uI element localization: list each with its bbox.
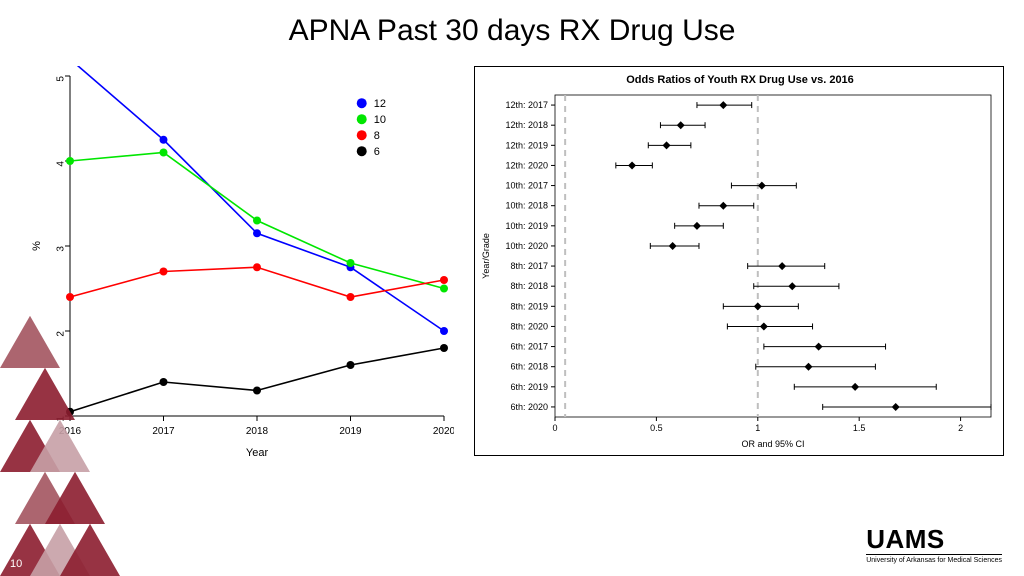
page-number: 10 bbox=[10, 558, 22, 570]
svg-text:Odds Ratios of Youth RX Drug U: Odds Ratios of Youth RX Drug Use vs. 201… bbox=[626, 74, 854, 86]
svg-text:12th: 2017: 12th: 2017 bbox=[505, 100, 548, 110]
svg-text:12: 12 bbox=[374, 98, 386, 110]
svg-text:OR and 95% CI: OR and 95% CI bbox=[741, 439, 804, 449]
svg-text:10th: 2019: 10th: 2019 bbox=[505, 221, 548, 231]
svg-text:8th: 2020: 8th: 2020 bbox=[510, 321, 548, 331]
svg-text:2018: 2018 bbox=[246, 426, 269, 437]
svg-text:0.5: 0.5 bbox=[650, 423, 663, 433]
svg-text:2019: 2019 bbox=[339, 426, 362, 437]
svg-text:Year/Grade: Year/Grade bbox=[481, 233, 491, 279]
svg-text:4: 4 bbox=[56, 161, 67, 167]
corner-decoration bbox=[0, 316, 180, 576]
svg-text:1.5: 1.5 bbox=[853, 423, 866, 433]
svg-text:6: 6 bbox=[374, 146, 380, 158]
svg-text:10th: 2017: 10th: 2017 bbox=[505, 181, 548, 191]
logo-sub: University of Arkansas for Medical Scien… bbox=[866, 554, 1002, 564]
svg-text:6th: 2020: 6th: 2020 bbox=[510, 402, 548, 412]
svg-text:6th: 2018: 6th: 2018 bbox=[510, 362, 548, 372]
svg-text:2020: 2020 bbox=[433, 426, 454, 437]
page-title: APNA Past 30 days RX Drug Use bbox=[0, 0, 1024, 48]
logo: UAMS University of Arkansas for Medical … bbox=[866, 526, 1002, 564]
svg-text:%: % bbox=[31, 241, 43, 251]
svg-text:2: 2 bbox=[958, 423, 963, 433]
svg-text:6th: 2017: 6th: 2017 bbox=[510, 342, 548, 352]
svg-text:3: 3 bbox=[56, 246, 67, 252]
svg-text:10th: 2018: 10th: 2018 bbox=[505, 201, 548, 211]
svg-text:8th: 2018: 8th: 2018 bbox=[510, 281, 548, 291]
svg-text:Year: Year bbox=[246, 447, 269, 459]
svg-text:1: 1 bbox=[755, 423, 760, 433]
svg-text:12th: 2018: 12th: 2018 bbox=[505, 120, 548, 130]
svg-text:10th: 2020: 10th: 2020 bbox=[505, 241, 548, 251]
svg-text:0: 0 bbox=[552, 423, 557, 433]
svg-text:8th: 2017: 8th: 2017 bbox=[510, 261, 548, 271]
svg-text:6th: 2019: 6th: 2019 bbox=[510, 382, 548, 392]
svg-text:8th: 2019: 8th: 2019 bbox=[510, 301, 548, 311]
svg-text:12th: 2019: 12th: 2019 bbox=[505, 140, 548, 150]
svg-text:12th: 2020: 12th: 2020 bbox=[505, 160, 548, 170]
svg-text:8: 8 bbox=[374, 130, 380, 142]
svg-text:10: 10 bbox=[374, 114, 386, 126]
logo-main: UAMS bbox=[866, 526, 1002, 552]
forest-plot: Odds Ratios of Youth RX Drug Use vs. 201… bbox=[474, 66, 1004, 456]
svg-text:5: 5 bbox=[56, 76, 67, 82]
